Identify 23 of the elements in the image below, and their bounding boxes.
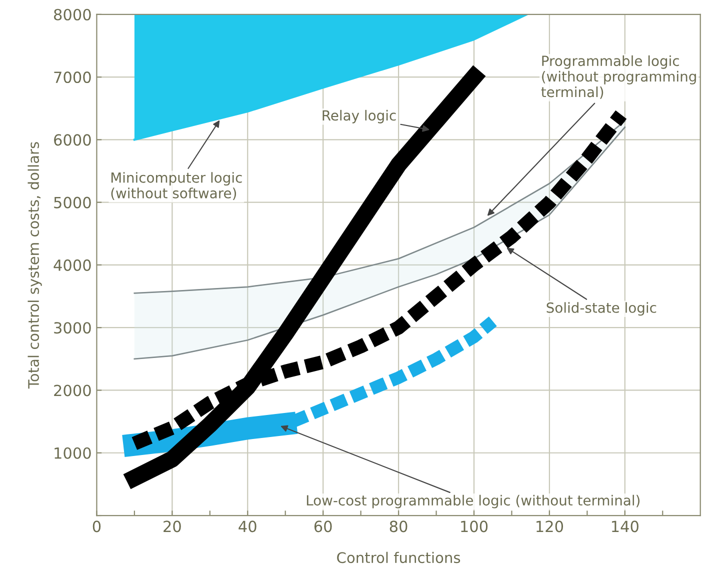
x-tick-label: 80	[390, 520, 408, 532]
y-tick-label: 8000	[54, 8, 91, 20]
x-tick-label: 140	[612, 520, 638, 532]
y-tick-label: 1000	[54, 447, 91, 459]
y-tick-label: 5000	[54, 196, 91, 208]
annotation: Minicomputer logic (without software)	[111, 172, 242, 200]
y-tick-label: 2000	[54, 384, 91, 396]
annotation: Programmable logic (without programming terminal)	[541, 55, 696, 99]
annotation: Solid-state logic	[546, 302, 656, 316]
y-axis-title: Total control system costs, dollars	[28, 142, 42, 389]
x-tick-label: 120	[536, 520, 564, 532]
x-tick-label: 0	[92, 520, 101, 532]
y-tick-label: 7000	[54, 72, 91, 84]
x-tick-label: 60	[314, 520, 332, 532]
x-axis-title: Control functions	[337, 552, 460, 564]
y-tick-label: 3000	[54, 322, 91, 334]
x-tick-label: 20	[164, 520, 181, 532]
y-tick-label: 4000	[54, 259, 91, 271]
annotation: Low-cost programmable logic (without terminal)	[306, 494, 640, 508]
x-tick-label: 100	[461, 520, 488, 532]
x-tick-label: 40	[238, 520, 256, 532]
annotation: Relay logic	[322, 110, 396, 124]
y-tick-label: 6000	[54, 134, 91, 146]
